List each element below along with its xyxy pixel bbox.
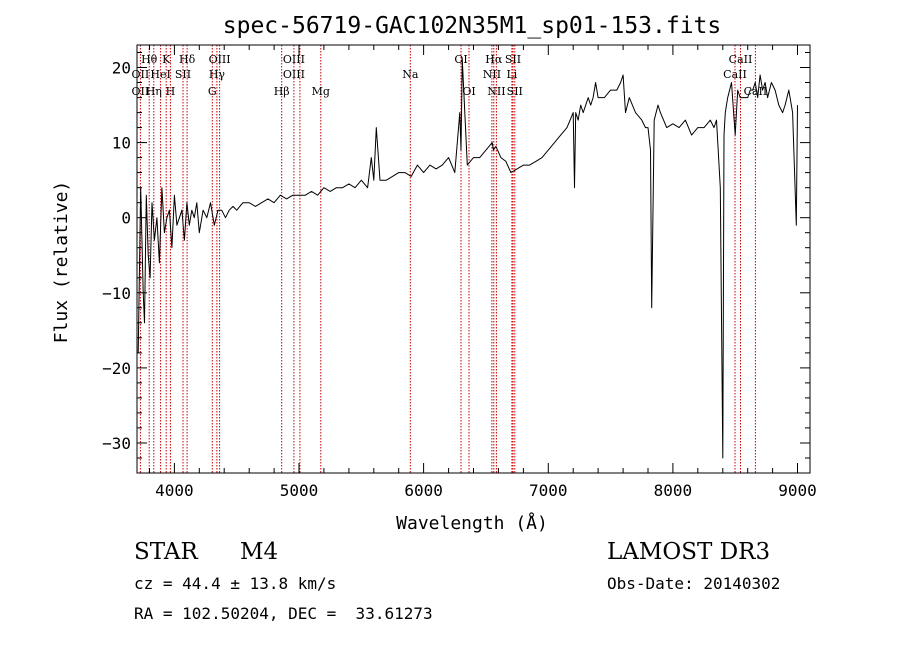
line-label: G xyxy=(208,85,217,98)
line-label: NII xyxy=(483,68,501,81)
emission-line-markers xyxy=(139,45,756,473)
line-label: OIII xyxy=(283,53,305,66)
plot-frame xyxy=(136,44,811,474)
sky-coordinates: RA = 102.50204, DEC = 33.61273 xyxy=(134,604,433,623)
y-tick-label: 20 xyxy=(112,59,131,78)
redshift-velocity: cz = 44.4 ± 13.8 km/s xyxy=(134,574,337,593)
line-label: CaII xyxy=(723,68,747,81)
line-label: HeI xyxy=(150,68,170,81)
line-label: CaII xyxy=(744,85,768,98)
line-label: H xyxy=(166,85,176,98)
line-label: Hβ xyxy=(274,85,290,98)
y-tick-label: −10 xyxy=(102,284,131,303)
observation-date: Obs-Date: 20140302 xyxy=(607,574,781,593)
object-class: STAR xyxy=(134,539,198,565)
line-label: Hθ xyxy=(141,53,158,66)
line-label: OI xyxy=(454,53,467,66)
line-label: CaII xyxy=(729,53,753,66)
x-tick-label: 6000 xyxy=(404,481,443,500)
y-tick-label: 0 xyxy=(121,209,131,228)
x-tick-label: 4000 xyxy=(155,481,194,500)
y-tick-label: −30 xyxy=(102,434,131,453)
x-axis-label: Wavelength (Å) xyxy=(396,512,548,534)
line-label: Hα xyxy=(485,53,503,66)
line-label: SII xyxy=(505,53,521,66)
line-label: Mg xyxy=(312,85,330,98)
line-label: OII xyxy=(132,68,150,81)
object-subclass: M4 xyxy=(240,539,279,565)
line-label: OII xyxy=(132,85,150,98)
survey-name: LAMOST DR3 xyxy=(607,539,771,565)
x-tick-label: 5000 xyxy=(280,481,319,500)
spectrum-line xyxy=(137,59,798,459)
line-label: Hδ xyxy=(179,53,196,66)
line-label: Hη xyxy=(146,85,162,98)
x-tick-label: 7000 xyxy=(529,481,568,500)
y-tick-label: −20 xyxy=(102,359,131,378)
line-label: NII xyxy=(487,85,505,98)
chart-title: spec-56719-GAC102N35M1_sp01-153.fits xyxy=(223,13,722,39)
axis-ticks xyxy=(137,45,810,474)
line-label: SII xyxy=(507,85,523,98)
line-label: OI xyxy=(462,85,475,98)
line-label: OIII xyxy=(283,68,305,81)
y-tick-label: 10 xyxy=(112,134,131,153)
line-label: Li xyxy=(506,68,517,81)
line-label: Na xyxy=(402,68,419,81)
line-label: OIII xyxy=(209,53,231,66)
y-axis-label: Flux (relative) xyxy=(51,181,72,344)
x-tick-label: 8000 xyxy=(654,481,693,500)
x-tick-label: 9000 xyxy=(778,481,817,500)
line-label: SII xyxy=(175,68,191,81)
line-label: K xyxy=(162,53,171,66)
axis-tick-labels: 4000 5000 6000 7000 8000 9000 −30 −20 −10 0 10 20 xyxy=(102,59,817,501)
line-label: Hγ xyxy=(209,68,226,81)
